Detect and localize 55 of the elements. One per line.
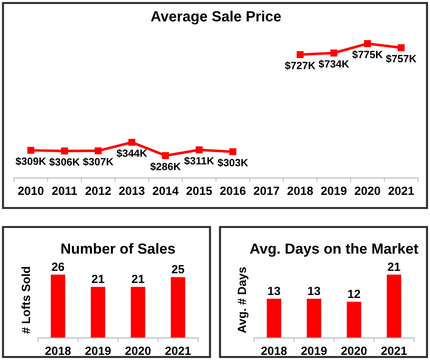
point (196, 146, 203, 154)
data-label: $775K (352, 50, 383, 59)
point (61, 148, 68, 154)
x-tick-label: 2021 (165, 346, 191, 356)
data-label: $344K (116, 149, 148, 158)
x-tick-label: 2020 (341, 346, 367, 356)
chart-title: Avg. Days on the Market (250, 243, 418, 257)
x-tick-label: 2018 (261, 346, 287, 356)
x-tick-label: 2021 (381, 346, 407, 356)
x-tick-label: 2016 (220, 186, 246, 196)
x-tick-label: 2018 (287, 186, 313, 196)
data-label: $306K (49, 158, 80, 166)
data-label: 26 (52, 262, 64, 271)
x-tick-label: 2017 (254, 186, 280, 196)
x-tick-label: 2011 (52, 186, 77, 196)
point (330, 50, 338, 56)
x-tick-label: 2021 (388, 186, 414, 196)
chart-title: Average Sale Price (150, 10, 281, 24)
data-label: 25 (172, 265, 184, 274)
data-label: 21 (388, 262, 400, 271)
chart-title: Number of Sales (61, 243, 175, 254)
x-tick-label: 2020 (354, 186, 380, 196)
x-tick-label: 2012 (85, 186, 111, 196)
data-label: 12 (348, 290, 360, 298)
x-tick-label: 2015 (186, 186, 212, 196)
data-label: 13 (268, 286, 280, 296)
x-tick-label: 2019 (301, 346, 327, 356)
x-tick-label: 2010 (18, 186, 44, 196)
point (398, 44, 405, 52)
y-axis-title: # Lofts Sold (21, 267, 30, 334)
x-tick-label: 2014 (152, 186, 179, 196)
point (162, 152, 169, 160)
data-label: $309K (16, 157, 46, 166)
point (94, 147, 102, 154)
x-tick-label: 2013 (119, 186, 145, 196)
y-axis-title: Avg. # Days (238, 267, 248, 333)
data-label: $303K (218, 158, 248, 167)
data-label: 13 (308, 286, 320, 296)
data-label: $307K (82, 158, 114, 166)
point (229, 148, 236, 156)
data-label: $311K (184, 156, 214, 166)
point (364, 40, 371, 48)
point (128, 138, 136, 146)
data-label: 21 (132, 274, 144, 284)
data-label: $757K (386, 54, 416, 63)
data-label: 21 (92, 274, 104, 284)
x-tick-label: 2020 (125, 346, 151, 356)
data-label: $734K (318, 60, 350, 68)
data-label: $727K (284, 61, 316, 70)
point (296, 51, 304, 58)
x-tick-label: 2019 (321, 186, 347, 196)
x-tick-label: 2018 (45, 346, 71, 356)
data-label: $286K (150, 162, 181, 171)
x-tick-label: 2019 (85, 346, 111, 356)
point (27, 146, 34, 154)
